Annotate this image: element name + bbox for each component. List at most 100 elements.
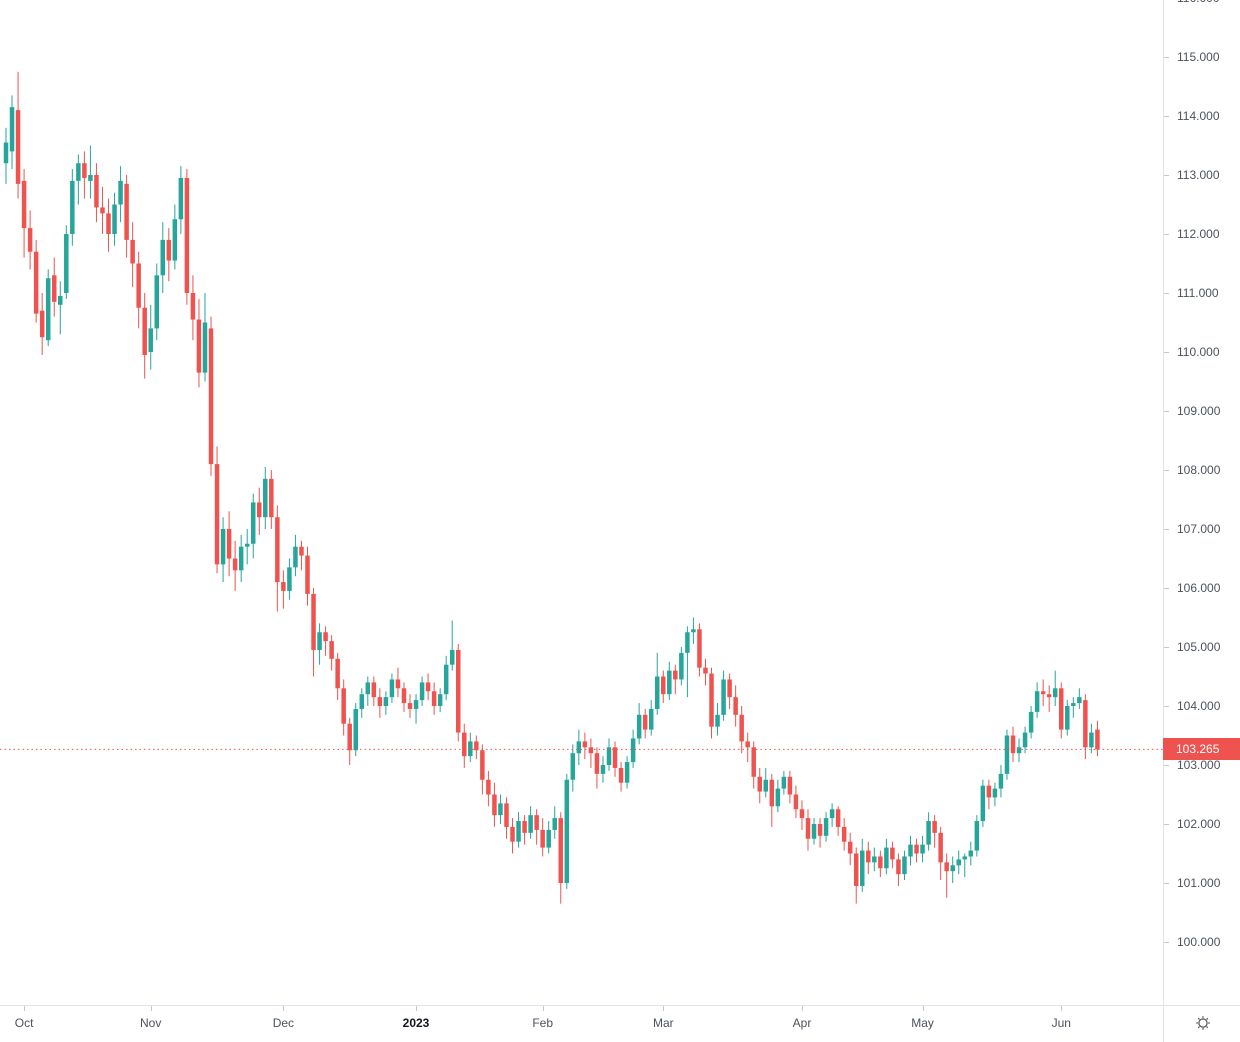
candle-body <box>679 652 684 680</box>
candle-body <box>896 859 901 875</box>
candle-body <box>926 821 931 845</box>
candle-body <box>130 239 135 264</box>
candle-body <box>817 824 823 836</box>
candle-body <box>232 558 238 571</box>
candle-body <box>697 629 702 668</box>
candle-body <box>522 821 527 833</box>
candle-body <box>347 723 352 751</box>
candle-body <box>872 856 877 863</box>
candle-body <box>486 779 491 795</box>
candle-body <box>1059 688 1064 730</box>
candle-body <box>82 163 87 178</box>
time-tick-label: Dec <box>272 1016 295 1030</box>
candle-body <box>425 682 431 692</box>
last-price-label: 103.265 <box>1163 738 1240 761</box>
candle-body <box>938 832 943 863</box>
candle-wick <box>415 694 417 724</box>
price-axis-tick <box>1164 823 1169 825</box>
candle-body <box>781 776 787 789</box>
candle-wick <box>59 281 61 335</box>
candle-body <box>353 708 358 751</box>
candle-body <box>890 847 895 860</box>
candle-body <box>389 679 395 698</box>
price-tick-label: 110.000 <box>1177 344 1220 359</box>
candle-body <box>208 328 214 465</box>
candle-body <box>667 670 672 695</box>
candle-body <box>293 546 298 568</box>
candle-body <box>980 785 986 822</box>
candle-body <box>992 788 998 798</box>
price-axis-tick <box>1164 646 1169 648</box>
candle-body <box>516 821 521 842</box>
candle-body <box>564 779 570 883</box>
candle-body <box>58 295 63 305</box>
candle-body <box>1022 732 1028 748</box>
candle-wick <box>686 626 688 698</box>
candle-body <box>757 776 762 792</box>
candle-body <box>504 803 509 827</box>
candle-wick <box>1048 685 1050 712</box>
candle-body <box>456 649 461 733</box>
time-axis-tick <box>283 1006 285 1011</box>
candle-body <box>1040 691 1046 695</box>
candle-body <box>383 697 389 706</box>
price-tick-label: 104.000 <box>1177 698 1221 713</box>
candle-body <box>1083 700 1088 748</box>
price-tick-label: 113.000 <box>1177 167 1220 182</box>
candle-body <box>1046 694 1052 698</box>
candle-body <box>1065 706 1070 730</box>
candle-body <box>1052 688 1058 698</box>
candle-body <box>878 856 883 869</box>
candle-wick <box>964 853 966 878</box>
candle-body <box>793 794 799 810</box>
candle-body <box>1010 735 1016 754</box>
candle-body <box>88 175 93 181</box>
candle-body <box>1095 729 1100 750</box>
time-tick-label: Apr <box>792 1016 812 1030</box>
time-tick-label: Feb <box>532 1016 554 1030</box>
candle-body <box>3 142 9 164</box>
candle-body <box>190 293 196 320</box>
axis-corner <box>1163 1005 1240 1042</box>
price-axis-tick <box>1164 469 1169 471</box>
candle-body <box>118 180 123 205</box>
candle-body <box>769 779 775 807</box>
price-axis-tick <box>1164 233 1169 235</box>
candle-body <box>654 676 660 709</box>
candle-body <box>546 829 551 848</box>
candle-body <box>805 818 811 839</box>
candle-body <box>281 582 286 591</box>
price-axis-tick <box>1164 941 1169 943</box>
candle-body <box>630 738 636 763</box>
candle-body <box>377 697 383 706</box>
candle-body <box>196 319 202 373</box>
candle-wick <box>1072 697 1074 718</box>
candle-body <box>226 529 232 559</box>
price-tick-label: 109.000 <box>1177 403 1221 418</box>
candle-body <box>136 263 141 308</box>
candle-body <box>570 753 576 780</box>
candle-body <box>853 853 859 886</box>
price-tick-label: 114.000 <box>1177 108 1220 123</box>
candlestick-plot[interactable] <box>0 0 1163 1005</box>
candle-body <box>908 844 913 857</box>
price-axis-tick <box>1164 410 1169 412</box>
time-tick-label: May <box>911 1016 934 1030</box>
candle-body <box>244 543 250 547</box>
time-axis-tick <box>150 1006 152 1011</box>
candle-body <box>685 632 690 653</box>
candle-body <box>847 841 853 854</box>
time-axis[interactable]: Oct Nov Dec 2023 Feb Mar Apr May Jun <box>0 1005 1163 1042</box>
candle-body <box>9 107 15 152</box>
candle-body <box>250 502 256 544</box>
candle-body <box>220 529 226 565</box>
candle-body <box>341 688 346 724</box>
candle-body <box>323 632 328 642</box>
price-axis-tick <box>1164 56 1169 58</box>
axis-settings-icon[interactable] <box>1195 1015 1211 1031</box>
time-tick-label: 2023 <box>402 1016 430 1030</box>
price-tick-label: 108.000 <box>1177 462 1221 477</box>
candle-body <box>1028 711 1034 733</box>
candle-body <box>172 219 178 261</box>
price-axis[interactable]: 116.000 115.000 114.000 113.000 112.000 111.0… <box>1163 0 1240 1005</box>
